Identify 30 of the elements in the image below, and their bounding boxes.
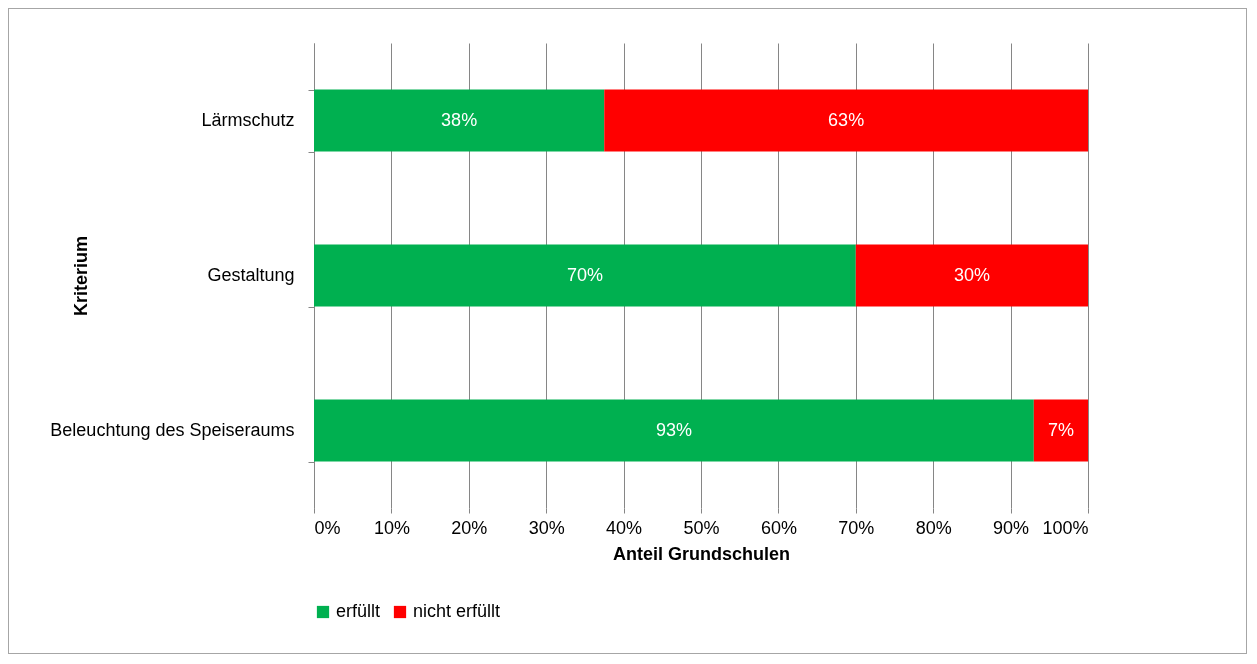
x-tick-label: 60% bbox=[760, 517, 797, 538]
x-tick-label: 50% bbox=[683, 517, 720, 538]
legend-label: nicht erfüllt bbox=[413, 601, 501, 621]
x-tick-label: 0% bbox=[314, 517, 341, 538]
y-tick-label: Gestaltung bbox=[207, 265, 295, 285]
x-tick-label: 70% bbox=[838, 517, 875, 538]
legend-label: erfüllt bbox=[336, 601, 381, 621]
x-tick-label: 80% bbox=[915, 517, 952, 538]
data-label: 93% bbox=[655, 419, 692, 440]
data-label: 63% bbox=[828, 109, 865, 130]
x-tick-label: 90% bbox=[993, 517, 1030, 538]
data-label: 7% bbox=[1047, 419, 1074, 440]
bar bbox=[855, 244, 1088, 307]
bar bbox=[1033, 399, 1088, 462]
x-tick-label: 30% bbox=[528, 517, 565, 538]
bar bbox=[604, 89, 1088, 152]
y-axis-title: Kriterium bbox=[70, 235, 91, 317]
data-label: 30% bbox=[953, 264, 990, 285]
bar bbox=[314, 89, 605, 152]
x-tick-label: 10% bbox=[373, 517, 410, 538]
bar bbox=[314, 244, 856, 307]
x-tick-label: 100% bbox=[1042, 517, 1089, 538]
bar bbox=[314, 399, 1034, 462]
y-tick-label: Lärmschutz bbox=[201, 110, 295, 130]
x-axis-title: Anteil Grundschulen bbox=[612, 543, 791, 564]
data-label: 38% bbox=[441, 109, 478, 130]
data-label: 70% bbox=[566, 264, 603, 285]
x-tick-label: 40% bbox=[606, 517, 643, 538]
y-tick-label: Beleuchtung des Speiseraums bbox=[50, 420, 295, 440]
x-tick-label: 20% bbox=[451, 517, 488, 538]
